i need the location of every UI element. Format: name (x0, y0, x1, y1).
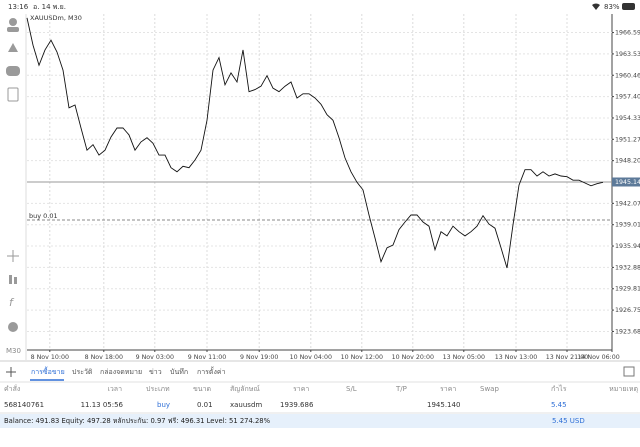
cell-size: 0.01 (197, 401, 213, 409)
tab[interactable]: การตั้งค่า (197, 365, 226, 376)
account-icon[interactable] (9, 18, 17, 26)
cell-symbol: xauusdm (230, 401, 262, 409)
x-tick-label: 14 Nov 06:00 (577, 354, 619, 361)
x-tick-label: 13 Nov 05:00 (443, 354, 485, 361)
tab[interactable]: การซื้อขาย (31, 365, 65, 376)
add-button[interactable] (6, 367, 16, 377)
y-tick-label: 1951.270 (615, 136, 640, 143)
cell-type: buy (157, 401, 170, 409)
x-tick-label: 9 Nov 19:00 (240, 354, 278, 361)
column-header: หมายเหตุ (609, 385, 638, 393)
cell-order: 568140761 (4, 401, 44, 409)
y-tick-label: 1954.335 (615, 115, 640, 122)
y-tick-label: 1929.815 (615, 286, 640, 293)
y-tick-label: 1939.010 (615, 222, 640, 229)
x-tick-label: 10 Nov 04:00 (290, 354, 332, 361)
column-header: กำไร (551, 384, 567, 393)
y-tick-label: 1966.595 (615, 30, 640, 37)
x-tick-label: 9 Nov 03:00 (136, 354, 174, 361)
status-time: 13:16 (8, 3, 29, 11)
cell-time: 11.13 05:56 (81, 401, 124, 409)
x-tick-label: 8 Nov 18:00 (85, 354, 123, 361)
x-tick-label: 13 Nov 21:00 (546, 354, 588, 361)
x-tick-label: 9 Nov 11:00 (188, 354, 226, 361)
panel-toggle[interactable] (623, 366, 635, 377)
summary-bar (0, 414, 640, 428)
y-tick-label: 1948.205 (615, 158, 640, 165)
summary-total: 5.45 USD (552, 417, 585, 425)
column-header: ขนาด (193, 385, 211, 393)
tab[interactable]: ข่าว (149, 368, 162, 376)
x-tick-label: 10 Nov 20:00 (392, 354, 434, 361)
column-header: Swap (480, 385, 499, 393)
column-header: T/P (395, 385, 407, 393)
bottom-panel: การซื้อขาย ประวัติ กล่องจดหมาย ข่าว บันท… (0, 360, 640, 428)
timeframe-label[interactable]: M30 (6, 347, 21, 355)
symbol-title: XAUUSDm, M30 (30, 14, 82, 22)
x-tick-label: 10 Nov 12:00 (341, 354, 383, 361)
positions-table: คำสั่ง เวลา ประเภท ขนาด สัญลักษณ์ ราคา S/L T/P ร… (4, 384, 638, 409)
chart-type-icon-2 (14, 277, 17, 284)
y-tick-label: 1963.530 (615, 51, 640, 58)
column-header: คำสั่ง (4, 384, 20, 393)
y-tick-label: 1932.880 (615, 264, 640, 271)
y-tick-label: 1935.945 (615, 243, 640, 250)
chart: XAUUSDm, M30 1966.595 1963.530 1960.465 195… (26, 14, 640, 361)
current-price-box (612, 177, 640, 187)
order-label: buy 0.01 (29, 212, 58, 220)
chat-icon[interactable] (6, 66, 20, 76)
y-tick-label: 1926.750 (615, 307, 640, 314)
cell-price: 1939.686 (280, 401, 314, 409)
price-line (26, 17, 604, 269)
current-price-label: 1945.140 (615, 179, 640, 186)
column-header: เวลา (107, 385, 122, 393)
column-header: S/L (346, 385, 357, 393)
cell-current-price: 1945.140 (427, 401, 460, 409)
tab[interactable]: ประวัติ (72, 368, 93, 376)
crosshair-icon[interactable] (7, 250, 19, 262)
battery-icon (622, 3, 635, 10)
column-header: สัญลักษณ์ (230, 385, 260, 393)
trade-icon[interactable] (8, 43, 18, 52)
y-tick-label: 1960.465 (615, 72, 640, 79)
left-toolbar: f M30 (6, 14, 27, 360)
indicators-icon[interactable]: f (9, 296, 15, 309)
x-tick-label: 8 Nov 10:00 (31, 354, 69, 361)
wifi-icon (592, 3, 600, 10)
status-date: อ. 14 พ.ย. (33, 3, 66, 11)
new-order-icon[interactable] (7, 87, 19, 102)
y-tick-label: 1923.685 (615, 328, 640, 335)
column-header: ราคา (293, 385, 309, 393)
account-icon-body (7, 27, 19, 32)
y-tick-label: 1957.400 (615, 94, 640, 101)
tab[interactable]: บันทึก (170, 367, 188, 376)
column-header: ประเภท (146, 385, 170, 393)
chart-type-icon[interactable] (9, 275, 12, 284)
status-battery: 83% (604, 3, 620, 11)
objects-icon[interactable] (8, 322, 18, 332)
summary-text: Balance: 491.83 Equity: 497.28 หลักประกั… (4, 417, 271, 425)
cell-profit: 5.45 (551, 401, 567, 409)
x-tick-label: 13 Nov 13:00 (495, 354, 537, 361)
tab[interactable]: กล่องจดหมาย (100, 368, 142, 376)
y-tick-label: 1942.075 (615, 200, 640, 207)
column-header: ราคา (440, 385, 456, 393)
